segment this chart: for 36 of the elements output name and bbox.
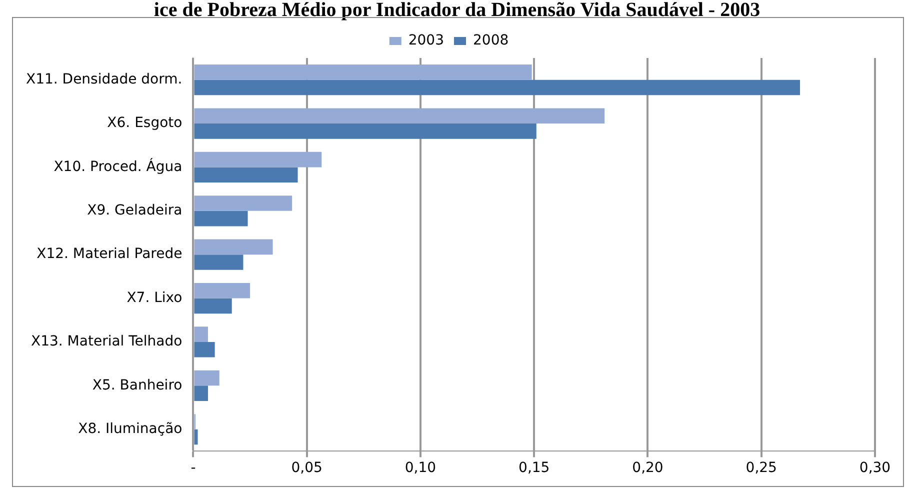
x-tick-label: 0,15 (518, 460, 550, 476)
y-tick-label: X6. Esgoto (107, 115, 182, 132)
x-tick-label: - (190, 460, 196, 476)
bar (194, 80, 800, 96)
x-tick-label: 0,25 (746, 460, 777, 476)
y-tick-label: X5. Banheiro (92, 377, 182, 394)
bar (194, 370, 220, 386)
legend-label: 2003 (408, 32, 444, 49)
bar (194, 239, 273, 255)
bar (194, 342, 215, 358)
x-tick-label: 0,05 (291, 460, 322, 476)
bar (194, 254, 244, 270)
x-tick-label: 0,10 (404, 460, 436, 476)
bar (194, 298, 232, 314)
y-tick-label: X7. Lixo (126, 290, 182, 306)
y-tick-label: X11. Densidade dorm. (26, 71, 182, 88)
bar (194, 108, 605, 124)
bar (194, 283, 250, 298)
x-tick-label: 0,30 (859, 460, 891, 476)
bar (194, 386, 208, 401)
bar (194, 429, 198, 445)
bar (194, 167, 298, 183)
y-tick-label: X8. Iluminação (78, 420, 182, 437)
y-tick-label: X12. Material Parede (36, 246, 182, 262)
bar (194, 196, 292, 211)
bar (194, 64, 532, 80)
chart-title: ice de Pobreza Médio por Indicador da Dimensão Vida Saudável - 2003 (152, 0, 762, 21)
bar (194, 124, 536, 139)
bar (194, 326, 208, 342)
y-tick-label: X10. Proced. Água (54, 158, 182, 175)
y-tick-label: X9. Geladeira (87, 202, 182, 219)
x-tick-label: 0,20 (632, 460, 664, 476)
bar (194, 210, 248, 226)
legend-label: 2008 (473, 32, 509, 49)
y-tick-label: X13. Material Telhado (31, 334, 182, 350)
bar (194, 152, 322, 168)
